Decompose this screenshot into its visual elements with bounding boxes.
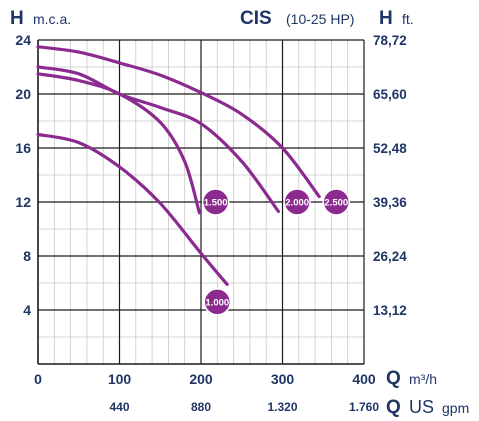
- left-axis-unit: m.c.a.: [33, 11, 71, 27]
- right-axis-symbol: H: [379, 8, 393, 29]
- flow-unit: m³/h: [409, 371, 437, 387]
- y-tick-label: 4: [23, 302, 31, 318]
- flow-gpm-unit-sub: gpm: [442, 400, 469, 416]
- curve-2.000: [36, 65, 280, 213]
- right-axis-unit: ft.: [402, 11, 414, 27]
- x2-tick-label: 440: [109, 400, 129, 414]
- x-tick-label: 300: [271, 371, 295, 387]
- curve-labels: 1.000 1.500 2.000 2.500: [201, 188, 351, 316]
- curve-label-text: 1.000: [205, 297, 229, 308]
- curves: [36, 45, 321, 286]
- curve-2.500: [36, 45, 321, 199]
- curve-label-badge: [283, 188, 311, 216]
- x-tick-label: 200: [189, 371, 213, 387]
- y2-tick-label: 65,60: [373, 87, 407, 102]
- power-range: (10-25 HP): [286, 11, 354, 27]
- curve-label-text: 2.000: [285, 198, 309, 209]
- x-tick-label: 400: [352, 371, 376, 387]
- curve-label-badge: [201, 188, 230, 216]
- y-tick-label: 24: [15, 32, 31, 48]
- x-tick-label: 0: [34, 371, 42, 387]
- x-tick-label: 100: [108, 371, 132, 387]
- flow-gpm-unit-main: US: [409, 397, 434, 417]
- curve-1.000: [36, 132, 229, 286]
- x2-tick-label: 1.760: [349, 400, 379, 414]
- y-tick-label: 20: [15, 86, 31, 102]
- curve-label-badge: [322, 188, 351, 216]
- y-tick-label: 8: [23, 248, 31, 264]
- x2-tick-label: 880: [191, 400, 211, 414]
- y-tick-label: 12: [15, 194, 31, 210]
- curve-label-text: 2.500: [324, 198, 348, 209]
- tick-labels: 0 100 200 300 400 440 880 1.320 1.760 4 8 12 16 20 24 1…: [15, 32, 407, 414]
- y2-tick-label: 26,24: [373, 249, 407, 264]
- model-name: CIS: [240, 8, 272, 29]
- x2-tick-label: 1.320: [267, 400, 297, 414]
- left-axis-symbol: H: [10, 8, 24, 29]
- y2-tick-label: 52,48: [373, 141, 407, 156]
- curve-1.500: [36, 72, 201, 215]
- flow-gpm-symbol: Q: [386, 397, 401, 418]
- y2-tick-label: 39,36: [373, 195, 407, 210]
- curve-label-text: 1.500: [204, 198, 228, 209]
- curve-label-badge: [203, 288, 232, 316]
- flow-symbol: Q: [386, 368, 401, 389]
- y2-tick-label: 78,72: [373, 33, 407, 48]
- y2-tick-label: 13,12: [373, 303, 407, 318]
- y-tick-label: 16: [15, 140, 31, 156]
